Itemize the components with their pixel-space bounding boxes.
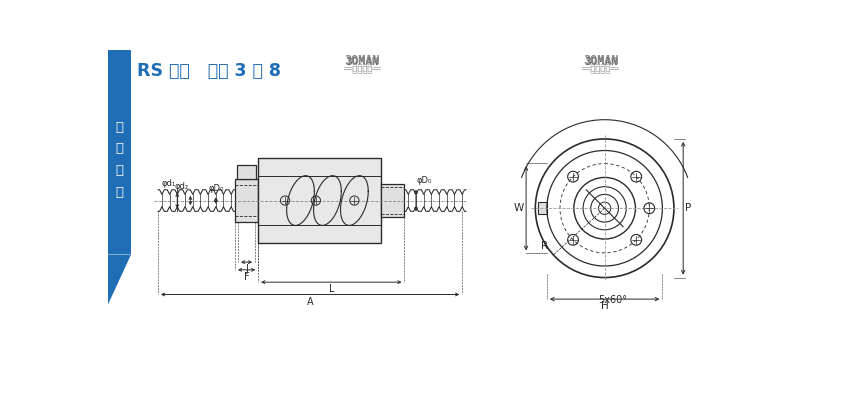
- Text: L: L: [329, 284, 334, 294]
- Text: φd₁: φd₁: [162, 179, 176, 188]
- Text: P: P: [685, 203, 692, 213]
- Text: 3OMAN: 3OMAN: [583, 54, 618, 67]
- Text: 3OMAN: 3OMAN: [344, 54, 380, 67]
- Text: 滚: 滚: [115, 121, 124, 134]
- Text: W: W: [513, 203, 523, 213]
- Text: 丝: 丝: [115, 164, 124, 177]
- Text: φD₀: φD₀: [417, 176, 432, 185]
- Text: φd₂: φd₂: [174, 181, 189, 191]
- Text: φD₀: φD₀: [208, 184, 224, 193]
- Text: ―勃盈工业―: ―勃盈工业―: [583, 66, 619, 75]
- Bar: [235, 179, 258, 222]
- Text: A: A: [307, 297, 313, 307]
- Text: 3OMAN: 3OMAN: [346, 57, 379, 66]
- Text: 3OMAN: 3OMAN: [584, 57, 617, 66]
- Text: RS 系列   导程 3 ～ 8: RS 系列 导程 3 ～ 8: [137, 62, 281, 80]
- Text: J: J: [245, 264, 248, 274]
- Bar: [237, 165, 256, 179]
- Text: H: H: [601, 302, 608, 311]
- Text: R: R: [541, 241, 548, 251]
- Bar: [258, 158, 381, 243]
- Text: 杠: 杠: [115, 186, 124, 199]
- Bar: [538, 202, 547, 214]
- Text: ―勃盈工业―: ―勃盈工业―: [583, 63, 619, 73]
- Bar: [381, 184, 405, 218]
- Polygon shape: [108, 50, 131, 255]
- Text: 珠: 珠: [115, 142, 124, 155]
- Polygon shape: [108, 255, 131, 304]
- Text: ―勃盈工业―: ―勃盈工业―: [344, 63, 380, 73]
- Text: F: F: [244, 272, 249, 282]
- Text: 5x60°: 5x60°: [598, 295, 627, 305]
- Text: ―勃盈工业―: ―勃盈工业―: [344, 66, 380, 75]
